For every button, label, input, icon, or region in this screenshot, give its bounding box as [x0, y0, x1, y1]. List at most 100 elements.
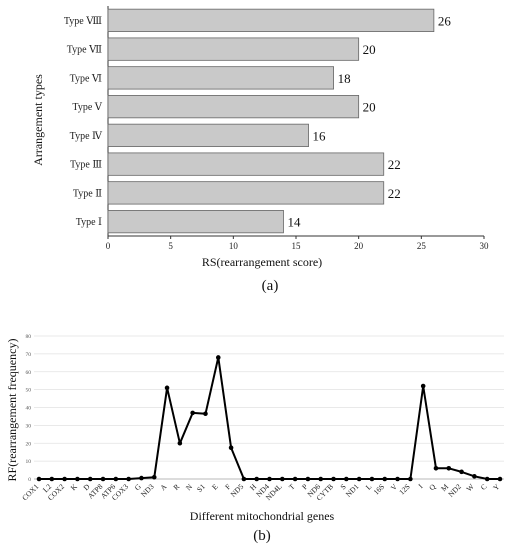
data-point	[126, 476, 131, 482]
category-label: S1	[195, 482, 207, 494]
data-point	[369, 476, 375, 482]
data-point	[305, 476, 311, 482]
series-line	[39, 356, 500, 480]
category-label: ND2	[446, 482, 463, 499]
rearrangement-frequency-line-chart: RF(rearrangement frequency) Different mi…	[5, 334, 504, 544]
data-point	[267, 476, 272, 482]
data-point	[408, 476, 413, 482]
data-label: 20	[363, 42, 376, 57]
category-label: ND1	[344, 482, 361, 499]
category-label: L	[364, 482, 374, 492]
y-tick-label: 50	[26, 388, 32, 394]
panel-label: (b)	[253, 528, 271, 544]
category-label: V	[389, 482, 400, 493]
data-point	[280, 476, 285, 482]
y-axis-title: Arrangement types	[31, 74, 45, 166]
data-point	[241, 476, 247, 482]
category-label: E	[210, 482, 220, 492]
category-label: ND5	[229, 482, 246, 499]
category-label: Type Ⅶ	[67, 45, 102, 56]
data-point	[382, 476, 388, 482]
panel-label: (a)	[262, 278, 279, 294]
data-point	[395, 476, 400, 482]
y-tick-label: 80	[26, 334, 32, 340]
category-label: H	[248, 482, 259, 493]
category-label: R	[171, 482, 181, 492]
category-label: S	[338, 482, 347, 491]
category-label: I	[416, 482, 424, 490]
data-label: 20	[363, 100, 376, 115]
y-tick-label: 20	[26, 441, 32, 447]
data-point	[87, 476, 93, 482]
data-point	[151, 474, 157, 480]
data-point	[75, 476, 80, 482]
y-tick-label: 0	[28, 477, 31, 483]
data-point	[100, 476, 106, 482]
data-point	[446, 465, 452, 471]
category-label: P	[300, 482, 309, 491]
bar	[107, 181, 385, 205]
data-point	[254, 476, 259, 482]
x-axis-title: Different mitochondrial genes	[190, 509, 335, 523]
x-tick-label: 10	[229, 241, 239, 251]
category-label: C	[479, 482, 489, 492]
data-point	[331, 476, 336, 482]
data-point	[318, 476, 324, 482]
x-axis-title: RS(rearrangement score)	[202, 255, 322, 269]
y-tick-label: 60	[26, 370, 32, 376]
category-label: N	[184, 482, 195, 493]
x-tick-label: 5	[168, 241, 173, 251]
arrangement-score-bar-chart: Arrangement types RS(rearrangement score…	[31, 6, 489, 294]
x-tick-label: 0	[106, 241, 111, 251]
category-label: Type Ⅵ	[70, 73, 102, 84]
data-point	[164, 385, 170, 391]
category-label: M	[439, 482, 450, 493]
x-tick-label: 25	[417, 241, 427, 251]
data-label: 16	[313, 128, 327, 143]
x-tick-label: 20	[354, 241, 364, 251]
data-point	[177, 440, 183, 446]
y-tick-label: 30	[26, 423, 32, 429]
data-point	[49, 476, 55, 482]
category-label: Type Ⅲ	[70, 160, 102, 171]
category-label: W	[464, 481, 476, 493]
y-tick-label: 70	[26, 352, 32, 358]
data-label: 22	[388, 157, 401, 172]
data-point	[459, 469, 464, 475]
category-label: Type Ⅳ	[70, 131, 103, 142]
data-point	[433, 465, 439, 471]
category-label: Type Ⅱ	[73, 188, 102, 199]
data-point	[356, 476, 362, 482]
data-point	[190, 410, 195, 416]
y-axis-title: RF(rearrangement frequency)	[5, 339, 19, 482]
data-label: 22	[388, 186, 401, 201]
category-label: 16S	[372, 482, 387, 497]
category-label: 12S	[397, 482, 412, 497]
category-label: Type Ⅴ	[72, 102, 102, 113]
bar	[107, 66, 335, 90]
data-label: 18	[338, 71, 351, 86]
bar	[107, 95, 360, 119]
category-label: F	[223, 482, 232, 491]
category-label: T	[287, 482, 297, 492]
category-label: G	[133, 482, 144, 493]
category-label: K	[69, 482, 80, 493]
data-label: 14	[287, 215, 301, 230]
category-label: COX1	[20, 482, 40, 502]
data-point	[203, 411, 208, 417]
data-point	[292, 476, 298, 482]
category-label: Type Ⅰ	[76, 217, 102, 228]
category-label: Y	[491, 482, 502, 493]
category-label: ND3	[139, 482, 156, 499]
data-point	[484, 476, 490, 482]
y-tick-label: 10	[26, 459, 32, 465]
x-tick-label: 30	[480, 241, 490, 251]
category-label: Type Ⅷ	[64, 16, 102, 27]
data-label: 26	[438, 13, 452, 28]
y-tick-label: 40	[26, 406, 32, 412]
bar	[107, 123, 309, 147]
bar	[107, 37, 360, 61]
category-label: A	[158, 482, 169, 493]
